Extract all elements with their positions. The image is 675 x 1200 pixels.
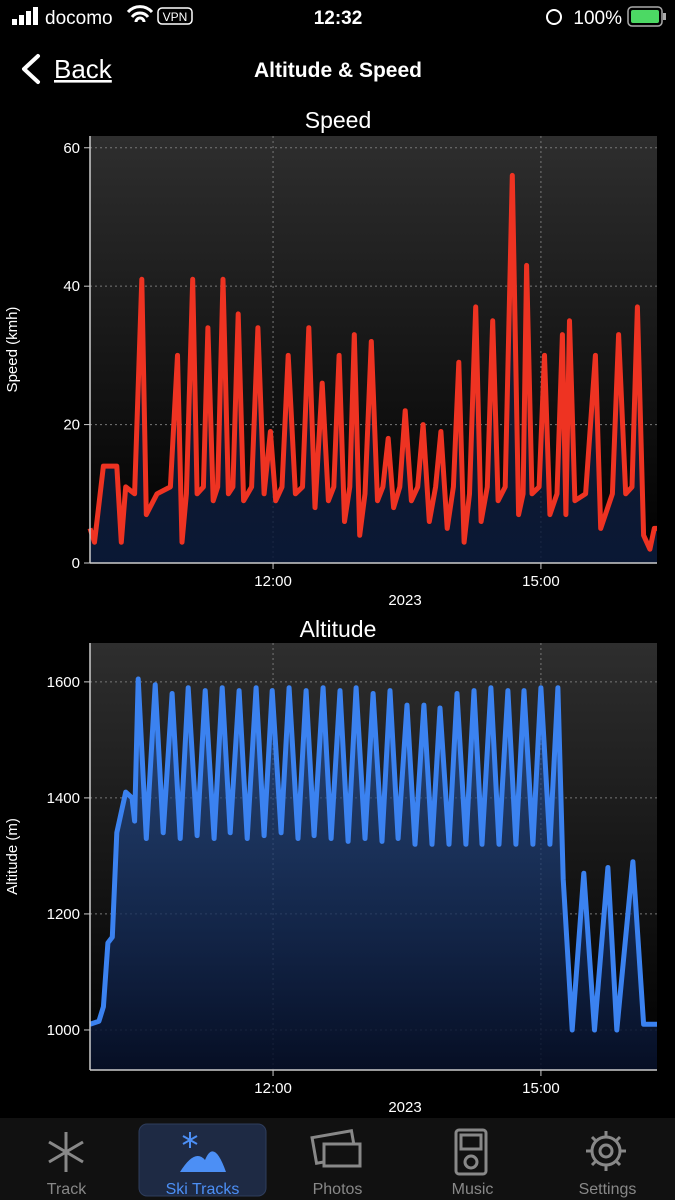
y-tick-label: 1000 [47,1022,80,1039]
tab-label[interactable]: Track [47,1181,87,1198]
ski-tracks-icon[interactable] [180,1132,226,1172]
y-tick-label: 1400 [47,790,80,807]
area-fill [90,679,657,1070]
music-icon[interactable] [454,1128,488,1176]
track-icon[interactable] [48,1132,84,1172]
settings-icon[interactable] [586,1131,626,1171]
status-bar: docomo VPN 12:32 100% [12,5,666,29]
tab-label[interactable]: Settings [579,1181,637,1198]
x-axis-label: 2023 [388,592,421,609]
tab-label[interactable]: Ski Tracks [166,1181,240,1198]
chart: Speed Speed (kmh) 2023 0 20 40 60 12:00 15:00 [4,107,657,609]
vpn-label: VPN [163,10,188,24]
chart-title: Speed [305,107,372,133]
battery-tip [663,13,666,20]
x-axis-label: 2023 [388,1099,421,1116]
x-tick-label: 12:00 [254,1080,292,1097]
battery-level [631,10,659,23]
photos-icon[interactable] [310,1128,362,1168]
chart: Altitude Altitude (m) 2023 1000 1200 1400 1600… [4,616,657,1116]
line [87,172,657,552]
x-tick-label: 12:00 [254,573,292,590]
tab-bar: Track Ski Tracks Photos Music Settings [0,1118,675,1200]
y-tick-label: 1200 [47,906,80,923]
back-chevron[interactable] [22,54,40,84]
nav-title: Altitude & Speed [254,59,422,82]
x-tick-label: 15:00 [522,1080,560,1097]
battery [627,6,663,27]
battery-percent: 100% [573,8,622,29]
wifi-icon [126,5,154,23]
y-tick-label: 0 [72,555,80,572]
clock: 12:32 [314,8,363,29]
vpn-badge [157,7,193,25]
lock-icon [546,9,562,25]
signal [26,11,31,25]
carrier: docomo [45,8,113,29]
signal [19,15,24,25]
tab-label[interactable]: Music [452,1181,494,1198]
y-tick-label: 40 [63,278,80,295]
back-button[interactable]: Back [54,54,113,84]
signal [12,19,17,25]
nav-bar: Back Altitude & Speed [22,54,422,84]
y-tick-label: 20 [63,417,80,434]
line [89,676,657,1033]
chart-title: Altitude [300,616,377,642]
signal [33,7,38,25]
x-tick-label: 15:00 [522,573,560,590]
y-tick-label: 1600 [47,674,80,691]
tab-label[interactable]: Photos [313,1181,363,1198]
y-axis-label: Speed (kmh) [4,307,21,393]
y-tick-label: 60 [63,140,80,157]
y-axis-label: Altitude (m) [4,818,21,895]
